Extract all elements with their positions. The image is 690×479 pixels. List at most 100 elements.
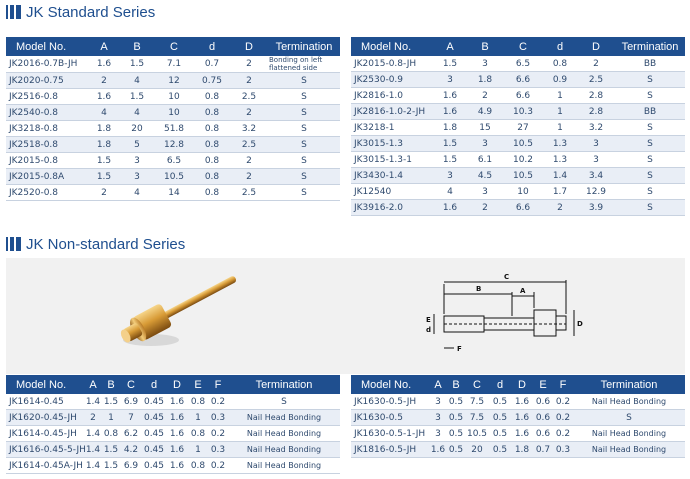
table-cell: 1.6 [433,103,467,120]
table-cell: S [268,72,340,89]
table-row: JK3430-1.4 3 4.5 10.5 1.4 3.4 S [351,167,685,184]
model-number-cell: JK1614-0.45 [6,394,84,410]
model-number-cell: JK2020-0.75 [6,72,88,89]
model-number-cell: JK2530-0.9 [351,71,433,88]
table-cell: 4 [120,72,154,89]
table-cell: Nail Head Bonding [228,409,340,426]
table-cell: 3 [433,71,467,88]
table-cell: 1.6 [88,88,120,105]
column-header: D [166,375,188,394]
table-cell: 0.6 [533,394,553,410]
table-cell: 27 [503,119,543,136]
table-cell: 1.5 [88,152,120,169]
column-header: A [88,37,120,56]
table-cell: 0.2 [553,409,573,426]
table-row: JK3015-1.3-1 1.5 6.1 10.2 1.3 3 S [351,151,685,168]
table-cell: 0.45 [142,409,166,426]
table-cell: 10.2 [503,151,543,168]
model-number-cell: JK2516-0.8 [6,88,88,105]
table-cell: 3 [467,56,503,72]
table-cell: 2.5 [230,184,268,201]
table-cell: 1 [543,103,577,120]
table-cell: 3.2 [577,119,615,136]
table-cell: S [268,168,340,185]
table-cell: 0.5 [489,409,511,426]
column-header: d [142,375,166,394]
table-row: JK2540-0.8 4 4 10 0.8 2 S [6,104,340,121]
table-cell: 4 [88,104,120,121]
table-cell: 4 [120,104,154,121]
table-cell: 0.5 [447,394,465,410]
table-row: JK2816-1.0 1.6 2 6.6 1 2.8 S [351,87,685,104]
table-row: JK2015-0.8A 1.5 3 10.5 0.8 2 S [6,168,340,185]
table-cell: 0.9 [543,71,577,88]
table-cell: S [615,199,685,216]
table-cell: Nail Head Bonding [573,425,685,442]
dim-label-d: D [577,320,583,328]
table-cell: 4.9 [467,103,503,120]
table-cell: 0.8 [194,168,230,185]
table-row: JK2518-0.8 1.8 5 12.8 0.8 2.5 S [6,136,340,153]
table-cell: 1.5 [433,135,467,152]
table-cell: 1 [102,409,120,426]
table-cell: 0.5 [447,441,465,458]
model-number-cell: JK1614-0.45A-JH [6,457,84,474]
column-header: A [429,375,447,394]
table-cell: 1.5 [102,441,120,458]
table-cell: 3 [429,425,447,442]
table-row: JK1630-0.5-JH 3 0.5 7.5 0.5 1.6 0.6 0.2 Nail Hea… [351,394,685,410]
table-cell: 2 [543,199,577,216]
table-cell: 1.6 [511,425,533,442]
table-cell: 0.5 [489,425,511,442]
table-cell: 0.7 [533,441,553,458]
table-cell: 1.3 [543,151,577,168]
dim-label-c: C [504,273,509,281]
table-cell: 1.6 [88,56,120,73]
table-cell: 0.8 [194,104,230,121]
column-header: B [102,375,120,394]
table-cell: 2 [88,184,120,201]
table-cell: 1.5 [433,151,467,168]
nonstandard-series-heading: JK Non-standard Series [6,234,185,254]
table-cell: 4.2 [120,441,142,458]
model-number-cell: JK2520-0.8 [6,184,88,201]
product-photo [120,276,237,346]
table-cell: 1.4 [84,457,102,474]
table-cell: S [615,71,685,88]
table-row: JK2520-0.8 2 4 14 0.8 2.5 S [6,184,340,201]
table-cell: 1.4 [543,167,577,184]
model-number-cell: JK3218-1 [351,119,433,136]
table-row: JK2015-0.8 1.5 3 6.5 0.8 2 S [6,152,340,169]
table-cell: BB [615,56,685,72]
table-cell: 6.6 [503,199,543,216]
table-cell: 3 [433,167,467,184]
table-row: JK2015-0.8-JH 1.5 3 6.5 0.8 2 BB [351,56,685,72]
table-row: JK2516-0.8 1.6 1.5 10 0.8 2.5 S [6,88,340,105]
table-cell: 0.45 [142,457,166,474]
table-cell: 20 [120,120,154,137]
model-number-cell: JK2016-0.7B-JH [6,56,88,73]
table-cell: 2 [230,56,268,73]
table-cell: 4.5 [467,167,503,184]
table-cell: 6.6 [503,87,543,104]
table-cell: 12.9 [577,183,615,200]
column-header: Termination [228,375,340,394]
model-number-cell: JK2816-1.0-2-JH [351,103,433,120]
table-cell: 2.8 [577,103,615,120]
table-cell: 1.5 [120,88,154,105]
table-cell: 2.5 [577,71,615,88]
table-cell: 3 [120,168,154,185]
model-number-cell: JK3015-1.3 [351,135,433,152]
table-cell: 6.5 [503,56,543,72]
table-cell: 10.5 [503,167,543,184]
table-cell: 1.4 [84,425,102,442]
table-cell: 10 [503,183,543,200]
table-cell: 1.5 [102,457,120,474]
table-cell: 0.2 [553,425,573,442]
table-cell: 1 [188,409,208,426]
model-number-cell: JK2518-0.8 [6,136,88,153]
table-row: JK2020-0.75 2 4 12 0.75 2 S [6,72,340,89]
